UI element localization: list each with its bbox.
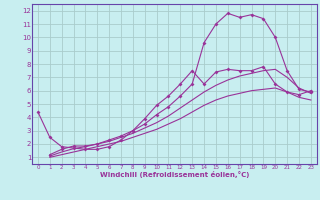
X-axis label: Windchill (Refroidissement éolien,°C): Windchill (Refroidissement éolien,°C) [100, 171, 249, 178]
